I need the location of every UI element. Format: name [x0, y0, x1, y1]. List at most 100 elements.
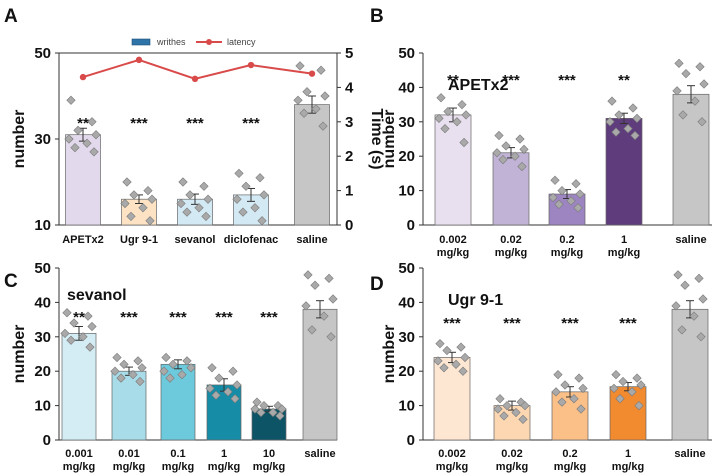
data-point [293, 95, 303, 105]
significance-label: *** [561, 315, 579, 332]
y-tick-label: 50 [34, 45, 51, 62]
data-point [165, 373, 175, 383]
data-point [615, 394, 625, 404]
data-point [698, 294, 708, 304]
y-tick-label: 0 [407, 217, 415, 234]
y-tick-label: 50 [398, 260, 415, 277]
data-point [83, 311, 93, 321]
data-point [433, 356, 443, 366]
data-point [268, 407, 278, 418]
data-point [223, 387, 233, 397]
data-point [560, 380, 570, 390]
data-point [515, 134, 525, 144]
y2-tick-label: 0 [345, 217, 353, 234]
data-point [518, 414, 528, 424]
y-tick-label: 20 [398, 148, 415, 165]
data-point [554, 199, 564, 209]
data-point [205, 383, 215, 394]
data-point [630, 130, 640, 141]
y-tick-label: 10 [398, 398, 415, 415]
data-point [301, 301, 311, 311]
data-point [85, 342, 95, 352]
y-tick-label: 30 [398, 114, 415, 131]
y-tick-label: 10 [34, 398, 51, 415]
data-point [176, 198, 186, 209]
data-point [138, 203, 148, 213]
data-point [510, 151, 520, 161]
panel-title: Ugr 9-1 [448, 292, 503, 309]
bar [206, 384, 242, 441]
significance-label: ** [447, 72, 459, 89]
data-point [694, 273, 704, 283]
latency-point [135, 56, 143, 64]
data-point [110, 366, 120, 376]
data-point [566, 196, 576, 206]
data-point [143, 185, 153, 196]
data-point [439, 363, 449, 373]
data-point [520, 400, 530, 411]
data-point [672, 86, 682, 96]
bar [302, 308, 338, 441]
y-tick-label: 30 [34, 131, 51, 148]
data-point [120, 198, 130, 209]
category-label: saline [304, 448, 335, 460]
data-point [91, 130, 101, 140]
data-point [275, 411, 285, 421]
data-point [145, 216, 155, 226]
data-point [611, 127, 621, 137]
y-tick-label: 50 [398, 45, 415, 62]
data-point [678, 110, 688, 120]
data-point [511, 407, 521, 418]
data-point [551, 387, 561, 397]
category-label: mg/kg [612, 461, 644, 473]
data-point [680, 280, 690, 290]
data-point [673, 270, 683, 280]
data-point [677, 325, 687, 335]
data-point [66, 335, 76, 345]
data-point [316, 65, 326, 75]
data-point [78, 332, 88, 342]
data-point [574, 373, 584, 383]
data-point [252, 397, 262, 407]
data-point [440, 124, 450, 134]
data-point [199, 181, 209, 191]
data-point [696, 332, 706, 342]
data-point [211, 390, 221, 400]
significance-label: *** [120, 309, 138, 326]
data-point [459, 137, 469, 148]
y-tick-label: 30 [34, 329, 51, 346]
data-point [674, 58, 684, 68]
significance-label: *** [443, 315, 461, 332]
data-point [232, 194, 242, 204]
y-tick-label: 20 [398, 363, 415, 380]
data-point [632, 373, 642, 383]
y2-tick-label: 1 [345, 183, 353, 200]
significance-label: *** [260, 309, 278, 326]
data-point [607, 96, 617, 106]
category-label: 0.2 [562, 448, 577, 460]
data-point [259, 400, 269, 411]
data-point [452, 117, 462, 127]
data-point [461, 110, 471, 120]
y-axis-title: number [11, 325, 28, 384]
data-point [576, 404, 586, 414]
data-point [499, 411, 509, 421]
data-point [62, 308, 72, 318]
data-point [116, 373, 126, 383]
y-tick-label: 40 [34, 294, 51, 311]
significance-label: *** [242, 115, 260, 132]
data-point [328, 294, 338, 304]
category-label: mg/kg [437, 247, 469, 259]
data-point [457, 99, 467, 110]
category-label: saline [296, 234, 327, 246]
y2-tick-label: 2 [345, 148, 353, 165]
data-point [443, 106, 453, 117]
data-point [89, 147, 99, 157]
panel-letter: B [370, 6, 384, 27]
data-point [295, 61, 305, 71]
category-label: mg/kg [608, 247, 640, 259]
category-label: APETx2 [62, 234, 104, 246]
significance-label: *** [502, 72, 520, 89]
data-point [492, 148, 502, 158]
panel-letter: A [4, 6, 18, 27]
